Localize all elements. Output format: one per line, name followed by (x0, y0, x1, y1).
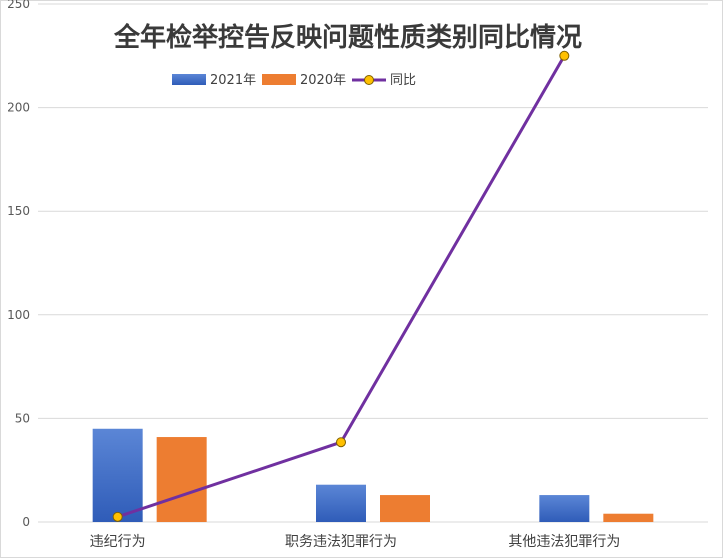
y-tick-label: 200 (7, 101, 30, 115)
y-tick-label: 150 (7, 204, 30, 218)
bar-2021 (316, 484, 366, 522)
legend-label: 2020年 (300, 73, 346, 88)
x-category-label: 职务违法犯罪行为 (285, 534, 397, 550)
y-tick-label: 50 (15, 411, 30, 425)
x-category-label: 其他违法犯罪行为 (508, 534, 620, 550)
y-tick-label: 250 (7, 0, 30, 11)
bar-2020 (380, 495, 430, 522)
line-point (559, 50, 570, 61)
bar-2021 (539, 495, 590, 522)
bar-2021 (92, 428, 143, 522)
line-series (112, 50, 570, 522)
legend-label: 同比 (390, 73, 416, 88)
legend-marker (364, 75, 374, 85)
legend: 2021年 2020年 同比 (172, 73, 416, 88)
legend-swatch (262, 74, 296, 85)
gridlines (38, 3, 708, 523)
bar-2020 (603, 513, 654, 522)
x-axis-labels: 违纪行为 职务违法犯罪行为 其他违法犯罪行为 (90, 534, 621, 550)
x-category-label: 违纪行为 (90, 534, 146, 550)
line-point (112, 511, 123, 522)
bars (92, 428, 654, 522)
y-tick-label: 0 (22, 515, 30, 529)
y-tick-label: 100 (7, 308, 30, 322)
legend-label: 2021年 (210, 73, 256, 88)
line-point (336, 437, 346, 448)
legend-swatch (172, 74, 206, 85)
chart-title: 全年检举控告反映问题性质类别同比情况 (113, 22, 582, 53)
bar-2020 (156, 437, 207, 522)
y-axis-ticks: 0 50 100 150 200 250 (7, 0, 30, 529)
